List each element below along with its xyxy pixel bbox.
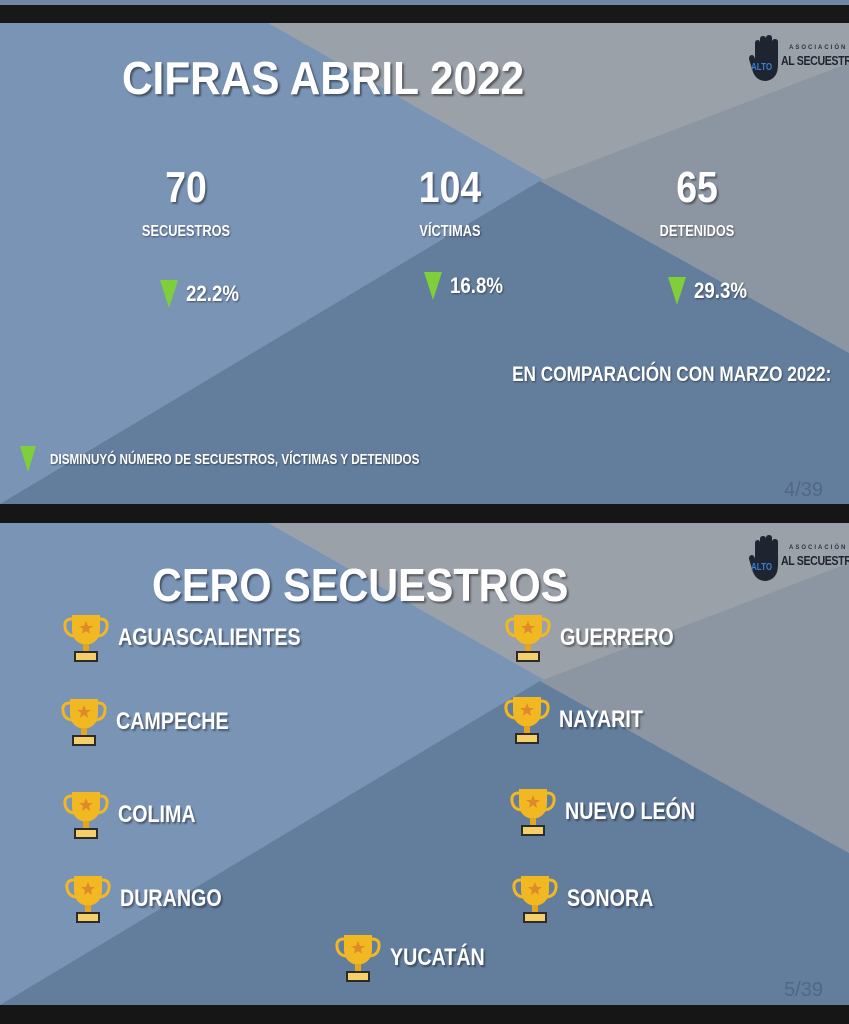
stat-label: DETENIDOS	[659, 223, 735, 240]
stat-change-victimas: 16.8%	[424, 272, 512, 300]
logo-title: AL SECUESTRO	[781, 553, 849, 568]
state-item: COLIMA	[62, 788, 213, 842]
state-name: SONORA	[567, 885, 654, 912]
trophy-icon	[505, 615, 551, 662]
logo-subtitle: ASOCIACIÓN	[789, 545, 848, 551]
legend-note-text: DISMINUYÓ NÚMERO DE SECUESTROS, VÍCTIMAS…	[50, 450, 420, 468]
stat-value: 104	[418, 163, 482, 212]
slide-background	[0, 523, 849, 1005]
raised-hand-icon	[749, 35, 778, 81]
slide-cifras-abril: ALTO ASOCIACIÓN AL SECUESTRO CIFRAS ABRI…	[0, 23, 849, 504]
stat-value: 70	[165, 163, 207, 212]
alto-al-secuestro-logo: ALTO ASOCIACIÓN AL SECUESTRO	[749, 35, 849, 85]
logo-badge: ALTO	[751, 562, 773, 573]
stat-change-detenidos: 29.3%	[668, 277, 756, 305]
slide-cero-secuestros: ALTO ASOCIACIÓN AL SECUESTRO CERO SECUES…	[0, 523, 849, 1005]
triangle-down-icon	[20, 446, 36, 472]
stat-victimas: 104 VÍCTIMAS	[350, 163, 550, 241]
trophy-icon	[61, 699, 107, 746]
state-item: SONORA	[511, 872, 672, 926]
state-name: NAYARIT	[559, 706, 643, 733]
logo-subtitle: ASOCIACIÓN	[789, 45, 848, 51]
triangle-down-icon	[668, 277, 686, 305]
page-number: 5/39	[784, 979, 823, 1001]
stat-label: SECUESTROS	[141, 223, 231, 240]
comparison-heading: EN COMPARACIÓN CON MARZO 2022:	[511, 363, 831, 386]
state-name: COLIMA	[118, 801, 196, 828]
change-value: 16.8%	[450, 273, 504, 298]
alto-al-secuestro-logo: ALTO ASOCIACIÓN AL SECUESTRO	[749, 535, 849, 585]
change-value: 22.2%	[186, 281, 240, 306]
state-item: NUEVO LEÓN	[509, 785, 724, 839]
stat-change-secuestros: 22.2%	[160, 280, 248, 308]
legend-note: DISMINUYÓ NÚMERO DE SECUESTROS, VÍCTIMAS…	[20, 446, 524, 472]
slide-title: CERO SECUESTROS	[152, 559, 569, 611]
state-name: GUERRERO	[560, 624, 674, 651]
slide-separator	[0, 504, 849, 523]
previous-slide-edge	[0, 0, 849, 5]
logo-badge: ALTO	[751, 62, 773, 73]
trophy-icon	[504, 697, 550, 744]
triangle-down-icon	[424, 272, 442, 300]
slide-background	[0, 23, 849, 504]
stat-label: VÍCTIMAS	[419, 223, 481, 240]
trophy-icon	[335, 935, 381, 982]
slide-separator	[0, 5, 849, 23]
stat-detenidos: 65 DETENIDOS	[597, 163, 797, 241]
logo-title: AL SECUESTRO	[781, 53, 849, 68]
stat-value: 65	[676, 163, 718, 212]
state-name: NUEVO LEÓN	[565, 798, 696, 825]
trophy-icon	[63, 792, 109, 839]
state-item: AGUASCALIENTES	[62, 611, 341, 665]
state-name: DURANGO	[120, 885, 222, 912]
state-name: AGUASCALIENTES	[118, 624, 301, 651]
stat-secuestros: 70 SECUESTROS	[86, 163, 286, 241]
raised-hand-icon	[749, 535, 778, 581]
state-item: DURANGO	[64, 872, 244, 926]
trophy-icon	[65, 876, 111, 923]
state-item: NAYARIT	[503, 693, 661, 747]
page-number: 4/39	[784, 479, 823, 501]
state-item: CAMPECHE	[60, 695, 253, 749]
slide-title: CIFRAS ABRIL 2022	[122, 52, 525, 104]
trophy-icon	[512, 876, 558, 923]
change-value: 29.3%	[694, 278, 748, 303]
state-item: GUERRERO	[504, 611, 699, 665]
slide-separator	[0, 1005, 849, 1024]
trophy-icon	[63, 615, 109, 662]
state-item: YUCATÁN	[334, 931, 506, 985]
trophy-icon	[510, 789, 556, 836]
state-name: CAMPECHE	[116, 708, 229, 735]
state-name: YUCATÁN	[390, 944, 485, 971]
triangle-down-icon	[160, 280, 178, 308]
